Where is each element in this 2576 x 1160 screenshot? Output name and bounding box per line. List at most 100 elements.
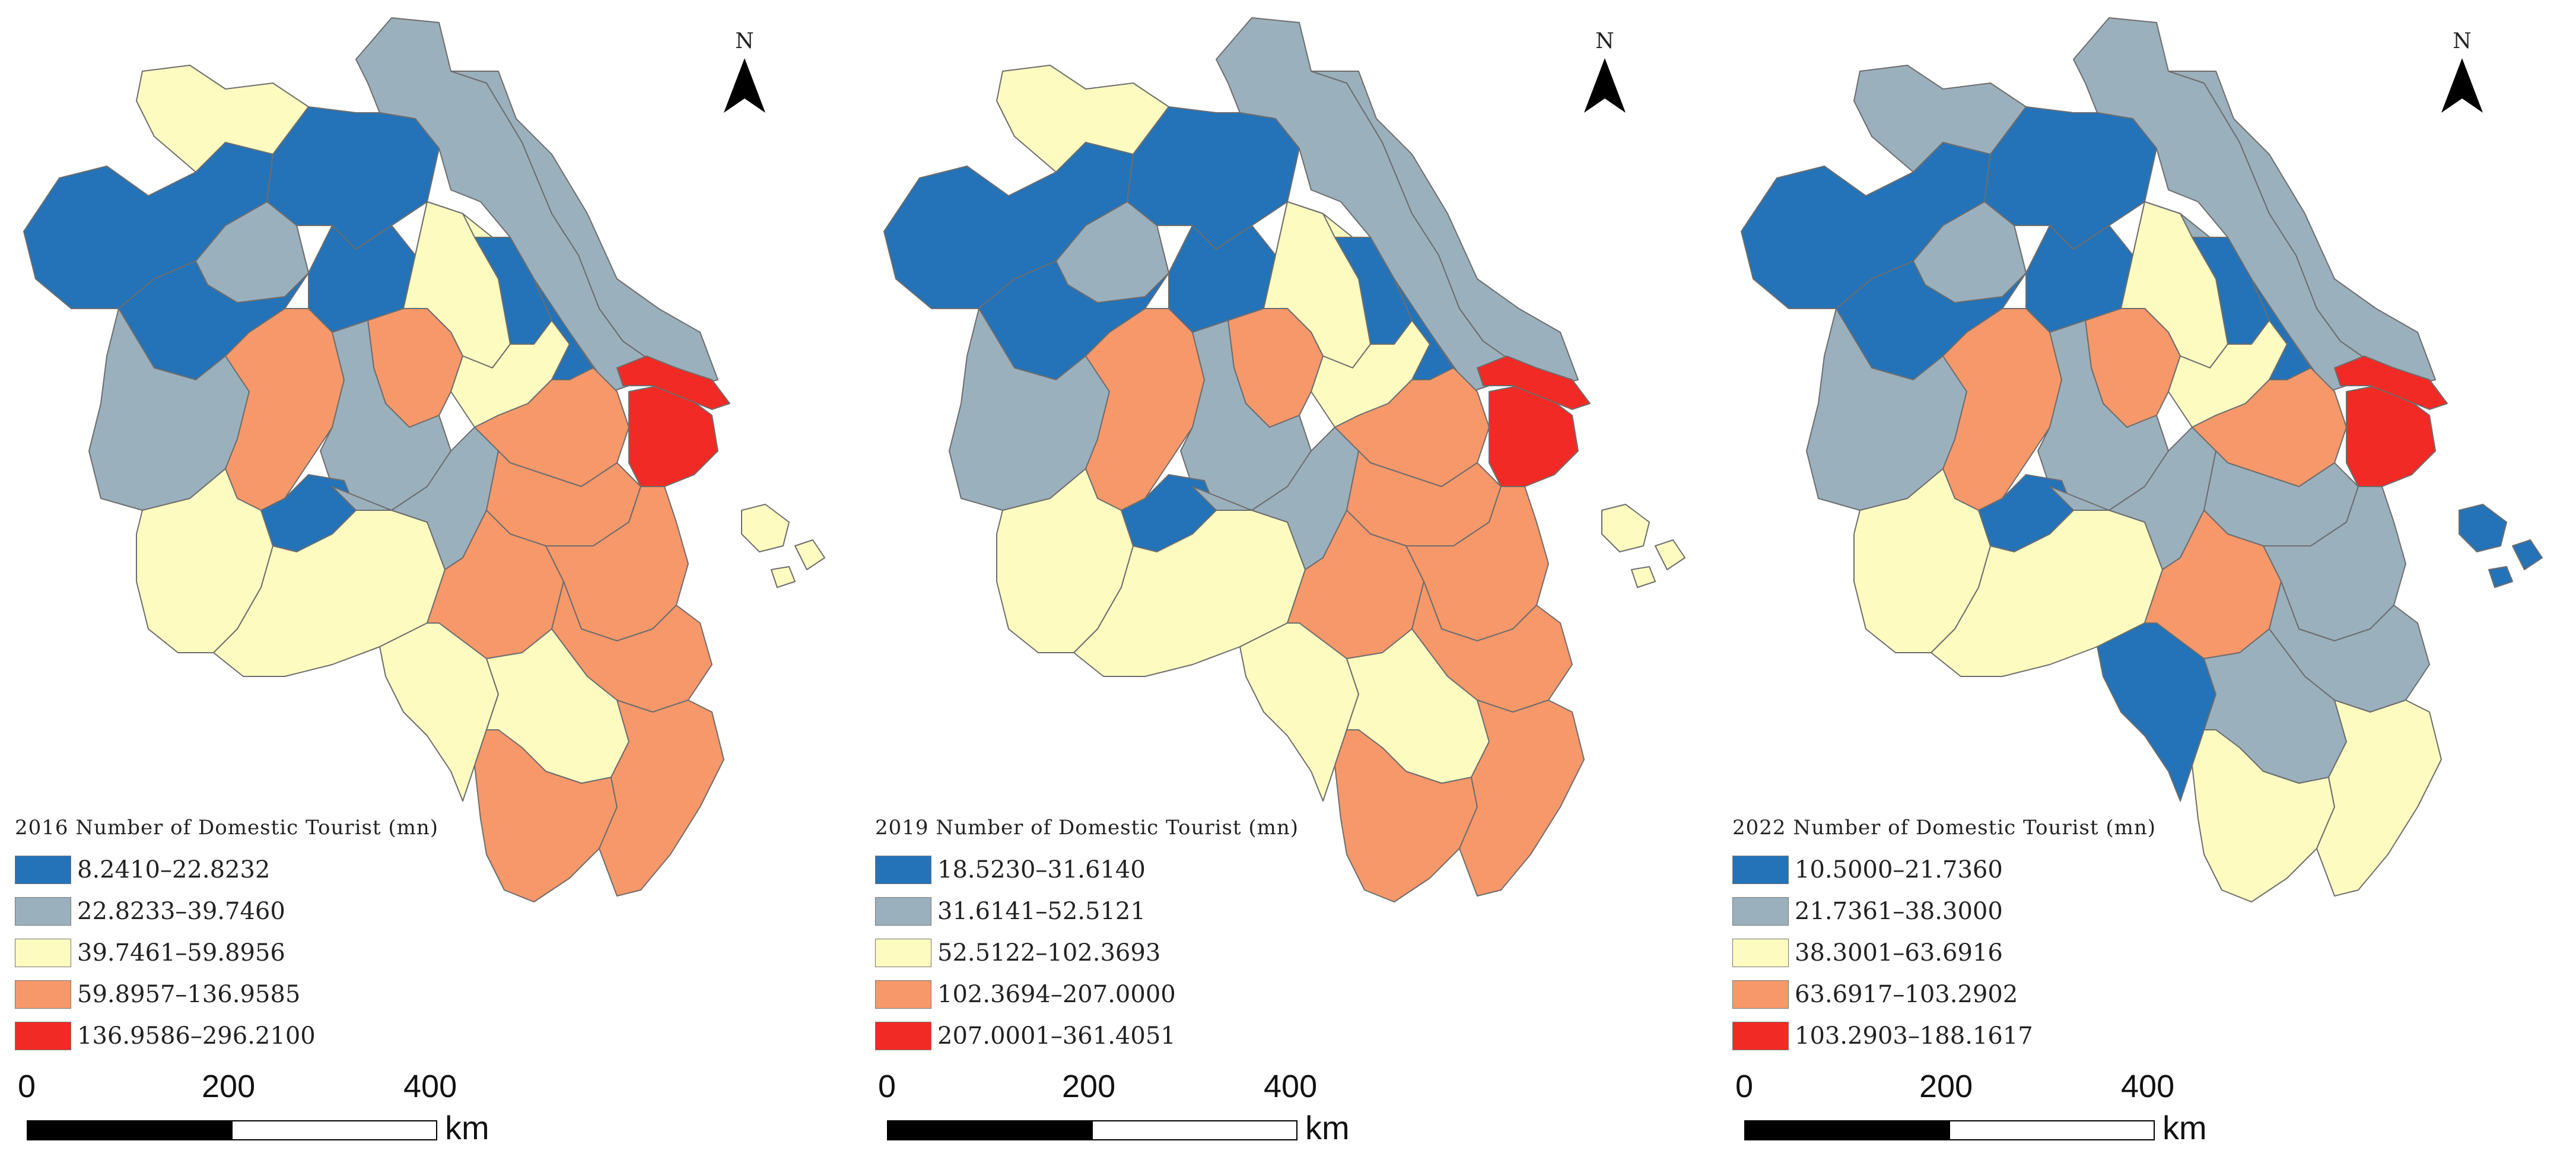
map-panel-2019: N 2019 Number of Domestic Tourist (mn) 1… bbox=[860, 0, 1719, 1160]
region-west-2 bbox=[1942, 308, 2062, 511]
legend-title: 2019 Number of Domestic Tourist (mn) bbox=[875, 816, 1299, 840]
region-zhoushan bbox=[741, 504, 825, 588]
scale-bar: 0 200 400 km bbox=[1735, 1068, 2234, 1157]
legend-swatch bbox=[875, 897, 931, 926]
legend-swatch bbox=[1732, 1022, 1789, 1050]
legend-item: 22.8233–39.7460 bbox=[15, 891, 438, 932]
legend-label: 38.3001–63.6916 bbox=[1795, 939, 2003, 967]
scale-tick-200: 200 bbox=[202, 1069, 256, 1104]
legend-swatch bbox=[875, 939, 931, 967]
scale-unit: km bbox=[2162, 1109, 2207, 1146]
scale-tick-400: 400 bbox=[403, 1069, 457, 1104]
north-label: N bbox=[735, 29, 754, 53]
region-zhoushan bbox=[2459, 504, 2543, 588]
region-south-4 bbox=[1239, 622, 1359, 802]
north-arrow: N bbox=[1578, 30, 1632, 122]
legend-label: 22.8233–39.7460 bbox=[77, 898, 285, 925]
legend-label: 18.5230–31.6140 bbox=[937, 856, 1146, 883]
legend-item: 59.8957–136.9585 bbox=[15, 974, 438, 1015]
map-panel-2016: N 2016 Number of Domestic Tourist (mn) 8… bbox=[0, 0, 858, 1160]
legend-item: 10.5000–21.7360 bbox=[1732, 849, 2156, 891]
scale-tick-0: 0 bbox=[878, 1069, 896, 1104]
legend-label: 136.9586–296.2100 bbox=[77, 1022, 316, 1050]
legend-title: 2016 Number of Domestic Tourist (mn) bbox=[15, 816, 439, 840]
scale-bar-white bbox=[1949, 1120, 2155, 1140]
legend-swatch bbox=[15, 939, 71, 967]
north-label: N bbox=[1595, 29, 1614, 53]
legend-label: 21.7361–38.3000 bbox=[1795, 898, 2003, 925]
legend-item: 39.7461–59.8956 bbox=[15, 932, 438, 974]
scale-tick-400: 400 bbox=[1264, 1069, 1318, 1104]
legend-swatch bbox=[15, 1022, 71, 1050]
legend-label: 103.2903–188.1617 bbox=[1795, 1022, 2033, 1050]
legend-label: 39.7461–59.8956 bbox=[77, 939, 285, 967]
legend-swatch bbox=[1732, 897, 1789, 926]
region-chongming bbox=[1477, 355, 1591, 410]
legend-title: 2022 Number of Domestic Tourist (mn) bbox=[1732, 816, 2157, 840]
scale-unit: km bbox=[445, 1109, 489, 1146]
legend: 2019 Number of Domestic Tourist (mn) 18.… bbox=[875, 816, 1299, 1057]
north-arrow-icon bbox=[1584, 58, 1626, 113]
region-west-2 bbox=[225, 308, 345, 511]
scale-bar-black bbox=[1744, 1120, 1950, 1140]
region-south-coast bbox=[1459, 700, 1585, 897]
choropleth-map-2016 bbox=[23, 17, 825, 902]
legend-label: 102.3694–207.0000 bbox=[937, 981, 1176, 1008]
scale-tick-0: 0 bbox=[1735, 1069, 1754, 1104]
legend-item: 52.5122–102.3693 bbox=[875, 932, 1299, 974]
legend-swatch bbox=[875, 856, 931, 884]
region-south-4 bbox=[2097, 622, 2216, 802]
legend: 2022 Number of Domestic Tourist (mn) 10.… bbox=[1732, 816, 2156, 1057]
legend-swatch bbox=[15, 897, 71, 926]
legend-item: 8.2410–22.8232 bbox=[15, 849, 438, 891]
scale-tick-200: 200 bbox=[1062, 1069, 1116, 1104]
legend-swatch bbox=[1732, 939, 1789, 967]
legend-item: 103.2903–188.1617 bbox=[1732, 1015, 2156, 1057]
legend-label: 52.5122–102.3693 bbox=[937, 939, 1161, 967]
legend-swatch bbox=[15, 856, 71, 884]
legend-swatch bbox=[875, 980, 931, 1009]
legend-swatch bbox=[875, 1022, 931, 1050]
legend-item: 31.6141–52.5121 bbox=[875, 891, 1299, 932]
scale-bar-black bbox=[887, 1120, 1093, 1140]
legend-item: 21.7361–38.3000 bbox=[1732, 891, 2156, 932]
choropleth-map-2022 bbox=[1741, 17, 2543, 902]
scale-tick-200: 200 bbox=[1919, 1069, 1973, 1104]
region-chongming bbox=[616, 355, 730, 410]
legend-item: 136.9586–296.2100 bbox=[15, 1015, 438, 1057]
scale-bar-white bbox=[231, 1120, 437, 1140]
legend-item: 207.0001–361.4051 bbox=[875, 1015, 1299, 1057]
scale-bar-white bbox=[1092, 1120, 1297, 1140]
legend-label: 207.0001–361.4051 bbox=[937, 1022, 1176, 1050]
legend-swatch bbox=[15, 980, 71, 1009]
region-south-4 bbox=[379, 622, 499, 802]
legend: 2016 Number of Domestic Tourist (mn) 8.2… bbox=[15, 816, 438, 1057]
legend-swatch bbox=[1732, 980, 1789, 1009]
scale-tick-0: 0 bbox=[18, 1069, 36, 1104]
scale-bar-black bbox=[27, 1120, 233, 1140]
legend-swatch bbox=[1732, 856, 1789, 884]
legend-item: 102.3694–207.0000 bbox=[875, 974, 1299, 1015]
north-arrow-icon bbox=[2441, 58, 2483, 113]
legend-item: 18.5230–31.6140 bbox=[875, 849, 1299, 891]
region-south-coast bbox=[2316, 700, 2442, 897]
region-chongming bbox=[2334, 355, 2448, 410]
north-arrow: N bbox=[718, 30, 771, 122]
region-west-2 bbox=[1085, 308, 1205, 511]
legend-item: 38.3001–63.6916 bbox=[1732, 932, 2156, 974]
choropleth-map-2019 bbox=[883, 17, 1685, 902]
north-label: N bbox=[2453, 29, 2472, 53]
region-south-coast bbox=[599, 700, 724, 897]
map-panel-2022: N 2022 Number of Domestic Tourist (mn) 1… bbox=[1718, 0, 2576, 1160]
north-arrow: N bbox=[2435, 30, 2489, 122]
legend-label: 10.5000–21.7360 bbox=[1795, 856, 2003, 883]
scale-bar: 0 200 400 km bbox=[18, 1068, 516, 1157]
legend-label: 59.8957–136.9585 bbox=[77, 981, 301, 1008]
region-zhoushan bbox=[1601, 504, 1685, 588]
legend-item: 63.6917–103.2902 bbox=[1732, 974, 2156, 1015]
north-arrow-icon bbox=[724, 58, 765, 113]
legend-label: 8.2410–22.8232 bbox=[77, 856, 271, 883]
scale-tick-400: 400 bbox=[2121, 1069, 2175, 1104]
scale-unit: km bbox=[1305, 1109, 1350, 1146]
legend-label: 63.6917–103.2902 bbox=[1795, 981, 2018, 1008]
